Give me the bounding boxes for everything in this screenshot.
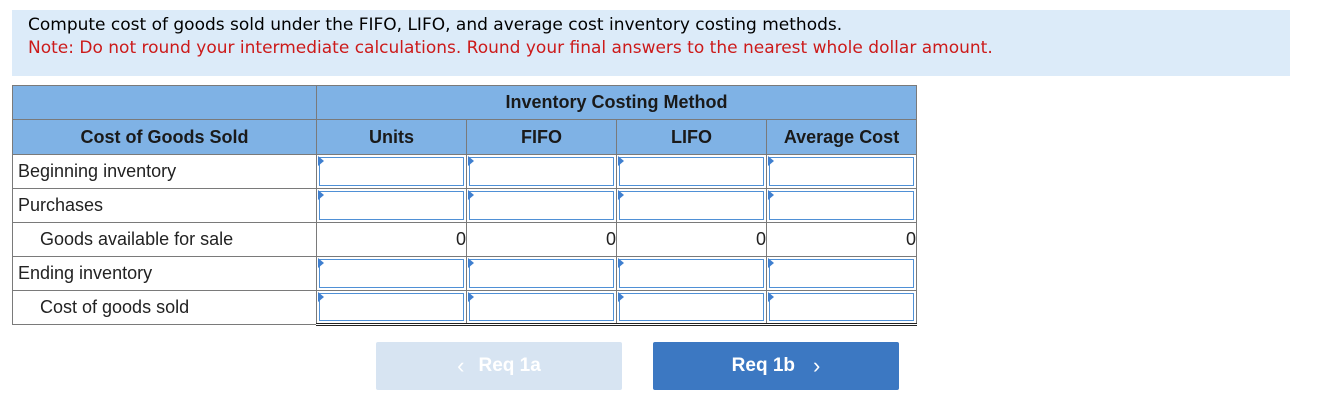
answer-input[interactable] [469, 293, 614, 321]
input-cell[interactable] [617, 189, 767, 223]
input-cell[interactable] [767, 257, 917, 291]
chevron-left-icon: ‹ [457, 353, 464, 379]
table-row: Goods available for sale 0 0 0 0 [13, 223, 917, 257]
chevron-right-icon: › [813, 353, 820, 379]
input-cell[interactable] [767, 155, 917, 189]
note-text: Note: Do not round your intermediate cal… [28, 37, 1274, 60]
answer-input[interactable] [769, 259, 914, 288]
triangle-marker-icon [468, 258, 474, 268]
answer-input[interactable] [619, 157, 764, 186]
row-header: Cost of Goods Sold [13, 120, 317, 155]
triangle-marker-icon [768, 190, 774, 200]
triangle-marker-icon [618, 258, 624, 268]
answer-input[interactable] [319, 259, 464, 288]
triangle-marker-icon [318, 258, 324, 268]
next-req-label: Req 1b [732, 355, 795, 377]
table-row: Ending inventory [13, 257, 917, 291]
answer-input[interactable] [619, 293, 764, 321]
triangle-marker-icon [318, 156, 324, 166]
column-header-fifo: FIFO [467, 120, 617, 155]
input-cell[interactable] [767, 189, 917, 223]
triangle-marker-icon [318, 190, 324, 200]
table-row: Beginning inventory [13, 155, 917, 189]
answer-input[interactable] [619, 259, 764, 288]
triangle-marker-icon [768, 258, 774, 268]
answer-input[interactable] [769, 191, 914, 220]
input-cell[interactable] [617, 291, 767, 325]
instructions-panel: Compute cost of goods sold under the FIF… [12, 10, 1290, 76]
input-cell[interactable] [317, 291, 467, 325]
triangle-marker-icon [618, 156, 624, 166]
input-cell[interactable] [617, 257, 767, 291]
table-row: Purchases [13, 189, 917, 223]
column-header-units: Units [317, 120, 467, 155]
row-label: Purchases [13, 189, 317, 223]
input-cell[interactable] [467, 257, 617, 291]
header-blank-cell [13, 86, 317, 120]
triangle-marker-icon [318, 292, 324, 302]
input-cell[interactable] [767, 291, 917, 325]
table-row: Cost of goods sold [13, 291, 917, 325]
triangle-marker-icon [618, 190, 624, 200]
answer-input[interactable] [469, 191, 614, 220]
computed-value: 0 [617, 223, 767, 257]
answer-input[interactable] [319, 157, 464, 186]
inventory-costing-table: Inventory Costing Method Cost of Goods S… [12, 85, 917, 326]
row-label: Goods available for sale [13, 223, 317, 257]
input-cell[interactable] [317, 257, 467, 291]
row-label: Cost of goods sold [13, 291, 317, 325]
triangle-marker-icon [618, 292, 624, 302]
computed-value: 0 [767, 223, 917, 257]
column-header-lifo: LIFO [617, 120, 767, 155]
input-cell[interactable] [467, 155, 617, 189]
triangle-marker-icon [768, 292, 774, 302]
answer-input[interactable] [619, 191, 764, 220]
input-cell[interactable] [617, 155, 767, 189]
answer-input[interactable] [469, 259, 614, 288]
answer-input[interactable] [469, 157, 614, 186]
answer-input[interactable] [319, 191, 464, 220]
question-text: Compute cost of goods sold under the FIF… [28, 14, 1274, 37]
prev-req-label: Req 1a [479, 355, 541, 377]
next-req-button[interactable]: Req 1b › [653, 342, 899, 390]
computed-value: 0 [467, 223, 617, 257]
triangle-marker-icon [768, 156, 774, 166]
computed-value: 0 [317, 223, 467, 257]
row-label: Beginning inventory [13, 155, 317, 189]
column-header-average-cost: Average Cost [767, 120, 917, 155]
input-cell[interactable] [317, 189, 467, 223]
group-header: Inventory Costing Method [317, 86, 917, 120]
triangle-marker-icon [468, 190, 474, 200]
triangle-marker-icon [468, 292, 474, 302]
input-cell[interactable] [317, 155, 467, 189]
answer-input[interactable] [319, 293, 464, 321]
prev-req-button[interactable]: ‹ Req 1a [376, 342, 622, 390]
answer-input[interactable] [769, 157, 914, 186]
input-cell[interactable] [467, 291, 617, 325]
answer-input[interactable] [769, 293, 914, 321]
row-label: Ending inventory [13, 257, 317, 291]
triangle-marker-icon [468, 156, 474, 166]
input-cell[interactable] [467, 189, 617, 223]
